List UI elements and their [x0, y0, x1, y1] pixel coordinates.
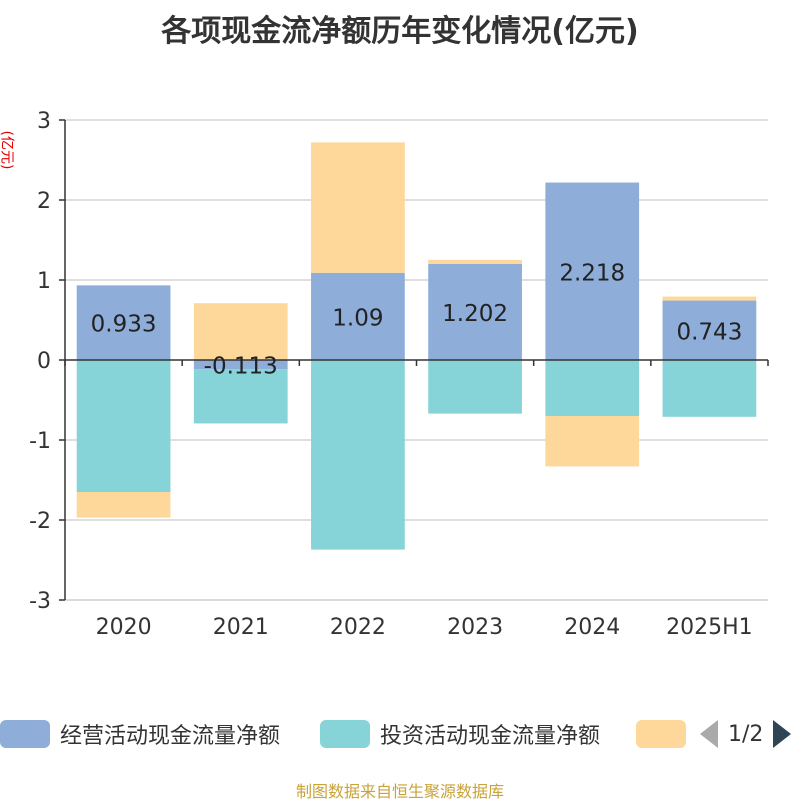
y-tick-label: -2: [29, 509, 51, 534]
legend-pager: 1/2: [700, 716, 792, 752]
legend-swatch: [636, 720, 686, 748]
x-tick-label: 2021: [213, 615, 269, 640]
y-tick-label: -3: [29, 589, 51, 614]
legend-item-financing[interactable]: [636, 716, 696, 752]
page-indicator: 1/2: [728, 721, 764, 747]
bar-series2-2022: [311, 360, 405, 550]
data-label: 0.743: [676, 319, 742, 345]
x-tick-label: 2022: [330, 615, 386, 640]
legend-item-operating[interactable]: 经营活动现金流量净额: [0, 716, 280, 752]
chart-title: 各项现金流净额历年变化情况(亿元): [161, 14, 639, 49]
bar-series3-2021: [193, 303, 288, 360]
bar-series1-2023: [428, 263, 522, 360]
bars: [76, 142, 757, 550]
y-tick-label: -1: [29, 429, 51, 454]
bar-series1-2020: [76, 285, 171, 360]
x-tick-label: 2024: [564, 615, 620, 640]
bar-series3-2025H1: [662, 296, 757, 301]
data-label: 1.202: [442, 301, 508, 327]
data-label: 2.218: [559, 260, 625, 286]
bar-series1-2025H1: [662, 300, 757, 360]
data-label: 0.933: [91, 312, 157, 338]
y-tick-label: 1: [37, 269, 51, 294]
bar-series2-2020: [76, 360, 171, 492]
y-tick-label: 2: [37, 189, 51, 214]
bar-series2-2023: [428, 360, 522, 414]
x-tick-label: 2023: [447, 615, 503, 640]
legend-swatch: [320, 720, 370, 748]
grid-lines: [65, 119, 768, 601]
legend: 经营活动现金流量净额 投资活动现金流量净额: [0, 716, 800, 756]
legend-item-investing[interactable]: 投资活动现金流量净额: [320, 716, 600, 752]
bar-series3-2024: [545, 416, 640, 467]
x-tick-label: 2025H1: [666, 615, 753, 640]
bar-series1-2024: [545, 182, 640, 360]
y-tick-label: 0: [37, 349, 51, 374]
legend-label: 投资活动现金流量净额: [380, 724, 601, 749]
chevron-right-icon[interactable]: [773, 720, 792, 748]
legend-label: 经营活动现金流量净额: [60, 724, 281, 749]
chevron-left-icon[interactable]: [700, 720, 718, 748]
x-tick-label: 2020: [96, 615, 152, 640]
bar-chart: 3 2 1 0 -1 -2 -3 2020 2021 2022 2023 2024 2025H1 0.9…: [29, 109, 769, 640]
bar-series3-2023: [428, 259, 522, 264]
bar-series1-2021: [193, 360, 288, 370]
axes: 3 2 1 0 -1 -2 -3 2020 2021 2022 2023 2024 2025H1: [29, 109, 769, 640]
data-labels: 0.933 -0.113 1.09 1.202 2.218 0.743: [91, 260, 743, 379]
bar-series2-2021: [193, 369, 288, 424]
data-label: -0.113: [204, 354, 278, 380]
bar-series3-2022: [311, 142, 405, 273]
bar-series1-2022: [311, 272, 405, 360]
data-label: 1.09: [332, 305, 383, 331]
bar-series3-2020: [76, 492, 171, 518]
bar-series2-2024: [545, 360, 640, 416]
data-source-note: 制图数据来自恒生聚源数据库: [295, 782, 504, 801]
legend-swatch: [0, 720, 50, 748]
bar-series2-2025H1: [662, 360, 757, 417]
y-tick-label: 3: [37, 109, 51, 134]
